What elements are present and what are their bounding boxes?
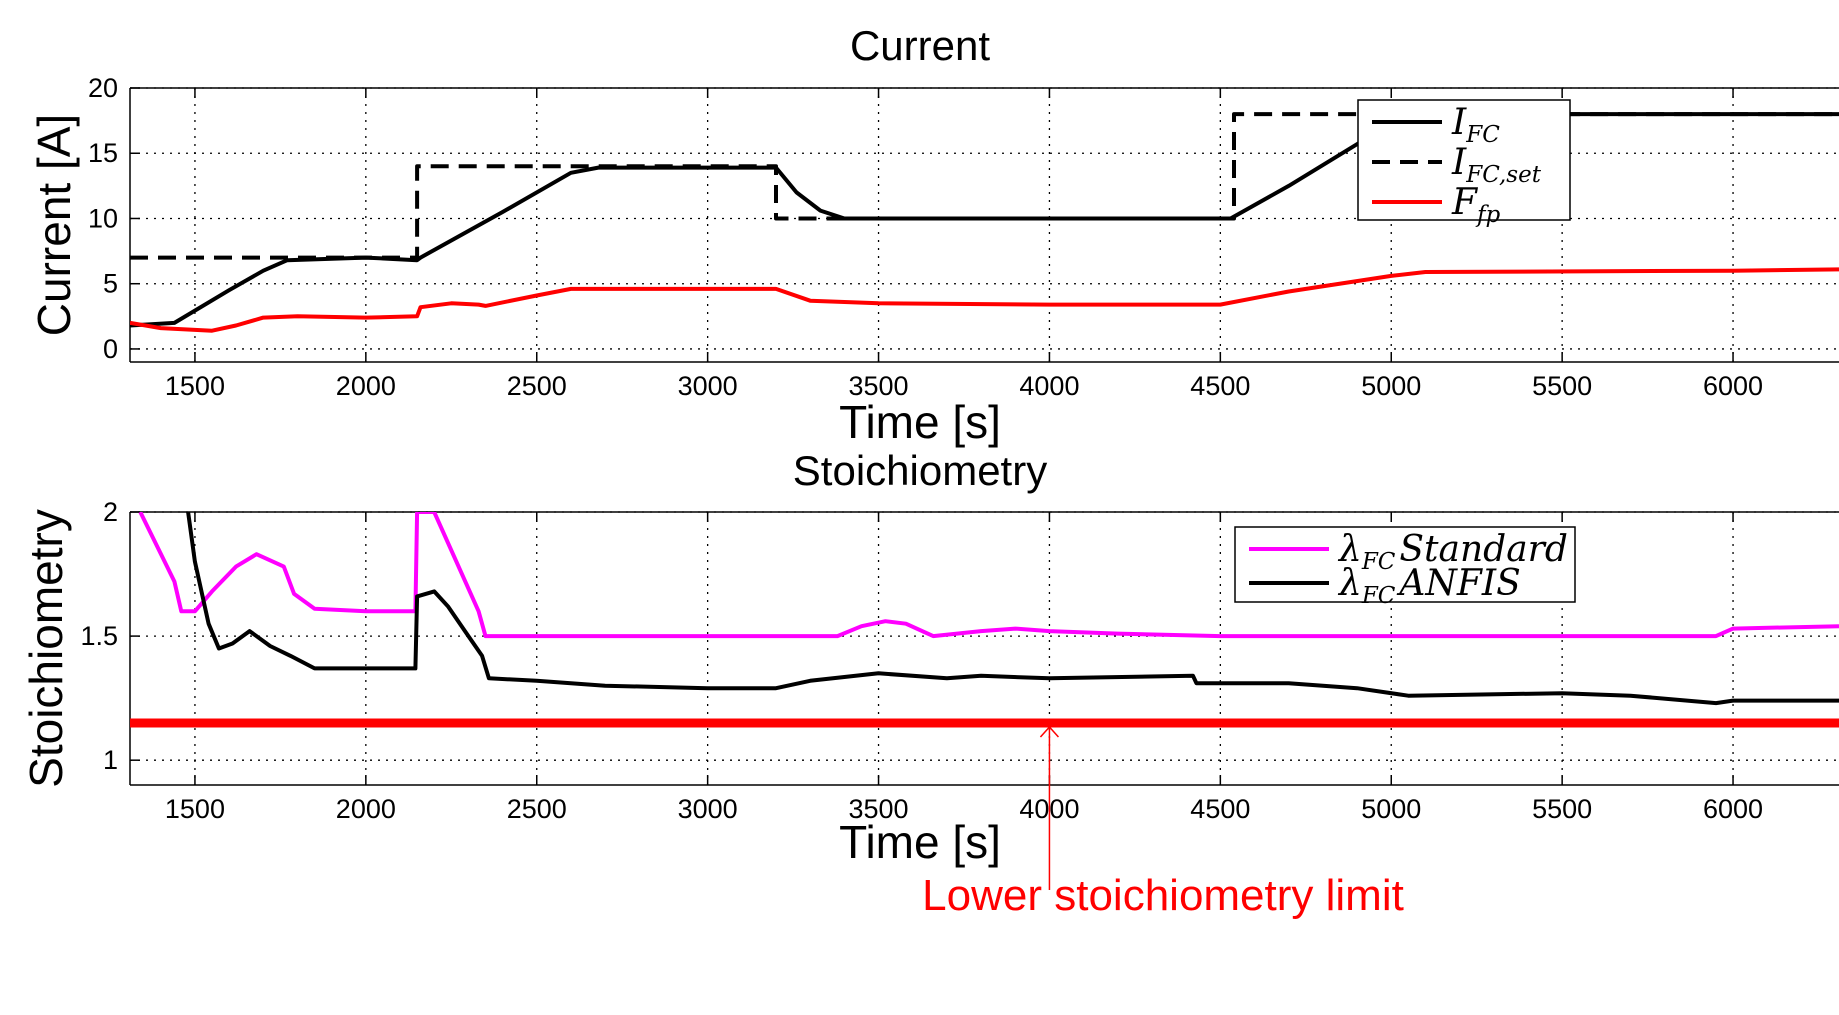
x-tick-label: 3000 [678,371,738,401]
x-tick-label: 3500 [849,371,909,401]
x-tick-label: 2500 [507,794,567,824]
legend-label-sub: FC [1361,583,1396,609]
legend-label: Ffp [1451,182,1500,228]
x-tick-label: 4500 [1190,371,1250,401]
plot-area [130,112,1839,333]
legend-label-base: I [1451,142,1467,183]
y-tick-label: 1.5 [80,621,118,651]
legend-label-sub: fp [1475,202,1501,228]
x-tick-label: 5500 [1532,794,1592,824]
chart-title: Current [850,22,990,69]
current-chart: Current 1500 2000 2500 3000 3500 4000 4500 5000 5… [28,22,1839,448]
x-tick-label: 4500 [1190,794,1250,824]
x-tick-label: 1500 [165,794,225,824]
chart-title: Stoichiometry [793,447,1047,494]
y-tick-label: 15 [88,138,118,168]
series-line-f-fp [130,267,1839,333]
legend-label: λFC ANFIS [1337,563,1521,609]
x-axis-label: Time [s] [839,396,1001,448]
x-tick-label: 5000 [1361,794,1421,824]
annotation-text: Lower stoichiometry limit [922,871,1404,920]
legend-label-suffix: ANFIS [1396,563,1520,604]
legend-label: IFC [1451,102,1500,148]
x-axis-label: Time [s] [839,816,1001,868]
x-tick-label: 1500 [165,371,225,401]
legend-label-sub: FC [1465,122,1500,148]
y-tick-label: 0 [103,334,118,364]
legend-box [1234,526,1576,603]
x-tick-label: 3000 [678,794,738,824]
x-tick-label: 5500 [1532,371,1592,401]
x-tick-label: 5000 [1361,371,1421,401]
legend-label-sub: FC [1361,549,1396,575]
plot-area [130,512,1839,728]
series-line-i-fc-set [130,112,1839,260]
y-tick-label: 10 [88,203,118,233]
y-axis-label: Current [A] [28,114,80,336]
legend-label-base: λ [1337,563,1362,604]
legend-label: IFC,set [1451,142,1542,188]
y-axis-label: Stoichiometry [20,509,72,788]
series-line-fc-standard [138,512,1839,639]
annotation-arrow-head [1039,725,1059,738]
legend-label-base: λ [1337,529,1362,570]
y-tick-label: 5 [103,269,118,299]
y-tick-label: 2 [103,497,118,527]
legend-label-base: F [1451,182,1479,223]
legend-label-base: I [1451,102,1467,143]
x-tick-label: 3500 [849,794,909,824]
x-tick-label: 2500 [507,371,567,401]
series-line-fc-anfis [186,512,1839,706]
x-tick-label: 6000 [1703,371,1763,401]
x-tick-label: 6000 [1703,794,1763,824]
legend-label-sub: FC,set [1465,162,1541,188]
x-tick-label: 4000 [1019,371,1079,401]
y-tick-label: 1 [103,745,118,775]
legend-label: λFC Standard [1337,529,1568,575]
x-tick-label: 2000 [336,371,396,401]
y-tick-label: 20 [88,73,118,103]
x-tick-label: 2000 [336,794,396,824]
legend-label-suffix: Standard [1399,529,1568,570]
